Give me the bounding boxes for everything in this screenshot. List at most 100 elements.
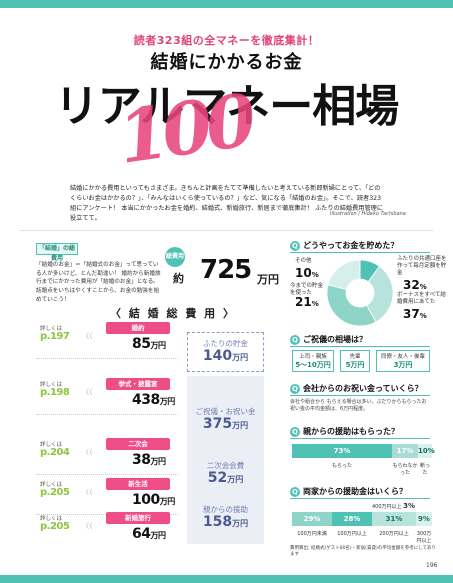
kicker: 読者323組の全マネーを徹底集計！ <box>133 34 320 47</box>
category-amount-num: 100 <box>132 492 160 508</box>
page-link[interactable]: p.204 <box>40 447 70 458</box>
top-accent-bar <box>0 0 453 8</box>
total-unit: 万円 <box>257 273 279 286</box>
bar-segment-label: 100万円未満 <box>297 531 327 537</box>
bar-segment-label: もらわなかった <box>392 463 418 476</box>
category-name: 新生活 <box>106 478 170 490</box>
pct-suffix: % <box>419 283 427 291</box>
bar-segment: 73% <box>292 444 392 458</box>
category-amount-num: 85 <box>132 336 151 352</box>
q4-title: 親からの援助はもらった？ <box>303 427 399 436</box>
pie-slice-3 <box>327 259 361 291</box>
pie-label-other: その他 <box>295 258 312 264</box>
detail-label: 詳しくは <box>40 326 63 332</box>
category-name: 新婚旅行 <box>106 512 170 524</box>
category-amount-num: 438 <box>132 392 160 408</box>
q4-underline <box>290 438 430 439</box>
arrow-icon: 〈〈 <box>82 448 93 456</box>
question-icon: Q <box>290 486 300 497</box>
category-amount: 38万円 <box>132 452 166 468</box>
bar-segment: 17% <box>392 444 418 458</box>
pie-label-savings: 今までの貯金を使った <box>290 283 324 297</box>
funding-amount-num: 158 <box>202 514 233 530</box>
page-link[interactable]: p.197 <box>40 331 70 342</box>
intro-text: 結婚にかかる費用といってもさまざま。きちんと計画をたてて準備したいと考えている新… <box>70 185 384 222</box>
bar-segment: 31% <box>372 512 416 526</box>
pie-value-bonus: 37% <box>403 307 427 321</box>
page-link[interactable]: p.205 <box>40 487 70 498</box>
funding-amount: 375万円 <box>187 416 264 432</box>
detail-label: 詳しくは <box>40 442 63 448</box>
bar-segment: 10% <box>418 444 435 458</box>
category-amount: 85万円 <box>132 336 166 352</box>
category-amount-num: 38 <box>132 452 151 468</box>
gift-label: 上司・親族 <box>299 354 327 360</box>
funding-label: 親からの援助 <box>203 505 248 514</box>
funding-amount-unit: 万円 <box>232 353 249 362</box>
pct-suffix: % <box>311 271 319 279</box>
page-link[interactable]: p.198 <box>40 387 70 398</box>
funding-amount: 140万円 <box>187 348 264 364</box>
gift-box-peer: 同僚・友人・後輩 3万円 <box>376 350 430 372</box>
q4-heading: Q 親からの援助はもらった？ <box>290 426 399 437</box>
title-number: 100 <box>112 77 256 180</box>
parent-support-bar: 73% 17% 10% <box>292 444 435 458</box>
detail-label: 詳しくは <box>40 516 63 522</box>
category-amount-unit: 万円 <box>159 497 176 506</box>
category-amount: 64万円 <box>132 526 166 542</box>
family-support-bar: 29% 28% 31% 9% <box>292 512 432 526</box>
category-amount: 438万円 <box>132 392 175 408</box>
category-name: 挙式・披露宴 <box>106 378 170 390</box>
footnote: 費用算出: 結婚式(ゲスト80名)・新居(賃貸)の平均金額を参考にしてあります <box>290 546 436 557</box>
funding-amount: 52万円 <box>187 470 264 486</box>
funding-amount-unit: 万円 <box>227 475 244 484</box>
bar-segment-label: もらった <box>331 463 352 469</box>
funding-amount-unit: 万円 <box>232 421 249 430</box>
category-amount-unit: 万円 <box>150 457 166 466</box>
category-amount-unit: 万円 <box>150 531 166 540</box>
category-name: 婚約 <box>106 322 170 334</box>
arrow-icon: 〈〈 <box>82 488 93 496</box>
pie-value-savings: 21% <box>295 295 319 309</box>
pie-value-other-num: 10 <box>295 266 312 280</box>
pie-value-bonus-num: 37 <box>403 307 420 321</box>
funding-column-bg <box>187 376 264 544</box>
subtitle: 結婚にかかるお金 <box>150 52 303 73</box>
category-amount-unit: 万円 <box>150 341 166 350</box>
question-icon: Q <box>290 334 300 345</box>
detail-label: 詳しくは <box>40 482 63 488</box>
pie-value-other: 10% <box>295 266 319 280</box>
page-number: 196 <box>426 562 438 569</box>
pie-label-bonus: ボーナスをすべて結婚費用にあてた <box>397 292 446 306</box>
page-link[interactable]: p.205 <box>40 521 70 532</box>
q3-title: 会社からのお祝い金っていくら？ <box>303 384 423 393</box>
pie-label-joint-account: ふたりの共通口座を作って毎月定額を貯金 <box>397 256 447 277</box>
gift-box-senior: 先輩 5万円 <box>340 350 370 372</box>
total-cost-heading: 〈 結 婚 総 費 用 〉 <box>110 307 236 320</box>
q3-note: 会社や組合から もらえる場合は多い。ぶだりからもらったお祝い金の平均金額は、6万… <box>290 399 427 412</box>
pct-suffix: % <box>419 312 427 320</box>
q1-underline <box>290 252 430 253</box>
detail-label: 詳しくは <box>40 382 63 388</box>
q5-underline <box>290 498 430 499</box>
page-title: リアルマネー相場 <box>54 81 400 132</box>
total-cost-description: 「結婚のお金」＝「結婚式のお金」って思っている人が多いけど、とんだ勘違い！ 婚約… <box>36 262 161 303</box>
question-icon: Q <box>290 240 300 251</box>
bottom-accent-bar <box>0 575 453 583</box>
total-amount: 725 <box>200 255 252 285</box>
q5-top-label: 400万円以上 3% <box>372 502 415 510</box>
funding-amount-num: 375 <box>202 416 233 432</box>
bar-segment-label: 断った <box>419 463 430 476</box>
funding-amount-num: 140 <box>202 348 233 364</box>
q3-heading: Q 会社からのお祝い金っていくら？ <box>290 383 423 394</box>
illustration-credit: Illustration / Hideko Tachibana <box>330 211 406 217</box>
pie-value-joint-account: 32% <box>403 278 427 292</box>
savings-box <box>187 332 264 372</box>
gift-value: 5万円 <box>345 361 365 369</box>
arrow-icon: 〈〈 <box>82 388 93 396</box>
funding-label: 二次会会費 <box>206 461 245 470</box>
q2-underline <box>290 346 430 347</box>
bar-segment-label: 300万円以上 <box>416 531 432 544</box>
question-icon: Q <box>290 426 300 437</box>
bar-segment: 9% <box>416 512 432 526</box>
